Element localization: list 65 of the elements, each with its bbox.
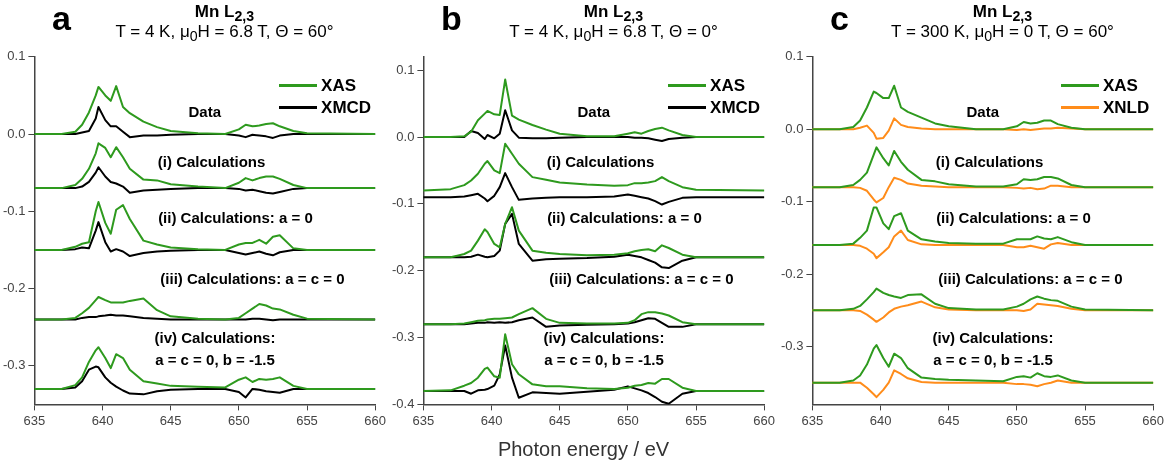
annotation: (ii) Calculations: a = 0 bbox=[547, 208, 702, 226]
annotation: (i) Calculations bbox=[546, 152, 655, 170]
y-tick-label: -0.3 bbox=[391, 329, 415, 345]
annotation: (i) Calculations bbox=[157, 152, 266, 170]
annotation: (iii) Calculations: a = c = 0 bbox=[938, 269, 1123, 287]
annotation: Data bbox=[188, 102, 222, 120]
y-tick-label: -0.2 bbox=[391, 262, 415, 278]
text: b bbox=[441, 0, 462, 37]
x-tick-label: 640 bbox=[480, 412, 503, 428]
annotation: (iv) Calculations: bbox=[932, 328, 1054, 346]
x-tick-label: 660 bbox=[753, 412, 776, 428]
y-tick-label: -0.3 bbox=[780, 338, 804, 354]
x-tick-label: 635 bbox=[412, 412, 435, 428]
annotation: a = c = 0, b = -1.5 bbox=[155, 350, 275, 368]
legend-label: XAS bbox=[710, 75, 746, 96]
legend-label: XMCD bbox=[710, 97, 761, 118]
x-tick-label: 635 bbox=[23, 412, 46, 428]
chart-title: Mn L$_{2,3}$ bbox=[972, 2, 1033, 25]
annotation: (iv) Calculations: bbox=[154, 328, 276, 346]
x-tick-label: 650 bbox=[617, 412, 639, 428]
y-tick-label: -0.4 bbox=[391, 395, 415, 411]
x-tick-label: 640 bbox=[869, 412, 892, 428]
y-tick-label: 0.1 bbox=[785, 48, 804, 64]
y-tick-label: -0.1 bbox=[391, 195, 415, 211]
annotation: (iv) Calculations: bbox=[543, 328, 665, 346]
y-tick-label: 0.0 bbox=[7, 125, 26, 141]
annotation: Data bbox=[966, 102, 1000, 120]
annotation: a = c = 0, b = -1.5 bbox=[933, 350, 1053, 368]
x-tick-label: 655 bbox=[1074, 412, 1096, 428]
y-tick-label: -0.2 bbox=[2, 280, 26, 296]
legend-label: XMCD bbox=[321, 97, 372, 118]
x-tick-label: 660 bbox=[364, 412, 387, 428]
annotation: a = c = 0, b = -1.5 bbox=[544, 350, 664, 368]
x-tick-label: 635 bbox=[801, 412, 824, 428]
y-tick-label: 0.0 bbox=[785, 120, 804, 136]
x-tick-label: 650 bbox=[228, 412, 250, 428]
text: c bbox=[830, 0, 849, 37]
y-tick-label: -0.3 bbox=[2, 357, 26, 373]
y-tick-label: -0.2 bbox=[780, 265, 804, 281]
text: a bbox=[52, 0, 71, 37]
legend-label: XAS bbox=[1102, 75, 1138, 96]
annotation: (i) Calculations bbox=[935, 152, 1044, 170]
annotation: (ii) Calculations: a = 0 bbox=[936, 208, 1091, 226]
x-tick-label: 640 bbox=[91, 412, 114, 428]
annotation: (ii) Calculations: a = 0 bbox=[158, 208, 313, 226]
annotation: (iii) Calculations: a = c = 0 bbox=[160, 269, 345, 287]
y-tick-label: 0.1 bbox=[396, 61, 415, 77]
y-tick-label: -0.1 bbox=[780, 193, 804, 209]
y-tick-label: 0.0 bbox=[396, 128, 415, 144]
legend-label: XAS bbox=[321, 75, 357, 96]
x-tick-label: 645 bbox=[937, 412, 960, 428]
annotation: (iii) Calculations: a = c = 0 bbox=[549, 269, 734, 287]
x-tick-label: 655 bbox=[296, 412, 318, 428]
x-tick-label: 645 bbox=[159, 412, 182, 428]
chart-title: Mn L$_{2,3}$ bbox=[583, 2, 644, 25]
x-tick-label: 655 bbox=[685, 412, 707, 428]
annotation: Data bbox=[577, 102, 611, 120]
x-axis-title: Photon energy / eV bbox=[496, 438, 671, 461]
legend-label: XNLD bbox=[1102, 97, 1150, 118]
x-tick-label: 650 bbox=[1006, 412, 1028, 428]
y-tick-label: 0.1 bbox=[7, 48, 26, 64]
y-tick-label: -0.1 bbox=[2, 202, 26, 218]
x-tick-label: 660 bbox=[1142, 412, 1165, 428]
x-tick-label: 645 bbox=[548, 412, 571, 428]
chart-title: Mn L$_{2,3}$ bbox=[194, 2, 255, 25]
